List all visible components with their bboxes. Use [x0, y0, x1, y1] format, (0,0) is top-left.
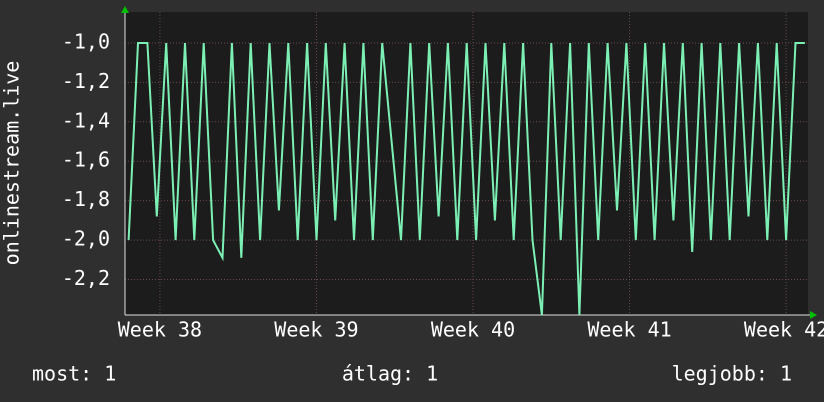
y-tick-label: -1,2 [62, 69, 110, 93]
y-tick-label: -2,2 [62, 266, 110, 290]
x-tick-label: Week 41 [587, 318, 671, 342]
y-tick-label: -1,6 [62, 148, 110, 172]
axis-arrow [810, 311, 817, 319]
y-tick-label: -1,0 [62, 29, 110, 53]
x-tick-label: Week 39 [274, 318, 358, 342]
y-tick-label: -2,0 [62, 227, 110, 251]
x-tick-label: Week 40 [431, 318, 515, 342]
summary-label: legjobb: 1 [672, 362, 792, 386]
summary-label: átlag: 1 [342, 362, 438, 386]
summary-label: most: 1 [32, 362, 116, 386]
x-tick-label: Week 38 [118, 318, 202, 342]
axis-arrow [121, 6, 129, 13]
y-tick-label: -1,8 [62, 187, 110, 211]
x-tick-label: Week 42 [744, 318, 824, 342]
y-tick-label: -1,4 [62, 108, 110, 132]
y-axis-label: onlinestream.live [0, 61, 24, 266]
data-line [127, 42, 805, 316]
